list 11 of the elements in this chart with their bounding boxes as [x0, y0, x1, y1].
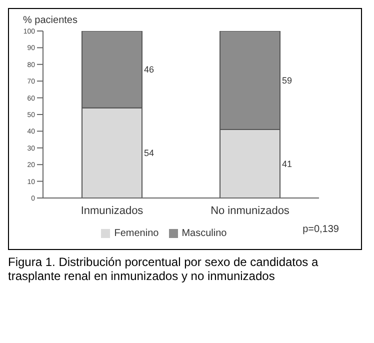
text: Figura 1. Distribución porcentual por sexo de candidatos a trasplante renal en inmunizados y no inmunizados	[8, 255, 320, 284]
legend-label: Masculino	[182, 228, 227, 239]
legend-label: Femenino	[114, 228, 159, 239]
y-axis-title: % pacientes	[23, 15, 78, 26]
text: p=0,139	[302, 224, 339, 235]
data-label: 41	[282, 158, 292, 169]
data-label: 54	[144, 148, 154, 158]
data-label: 46	[144, 64, 154, 75]
data-label: 59	[282, 75, 292, 86]
x-tick-label: Inmunizados	[80, 204, 144, 217]
x-tick-label: No inmunizados	[210, 204, 290, 217]
